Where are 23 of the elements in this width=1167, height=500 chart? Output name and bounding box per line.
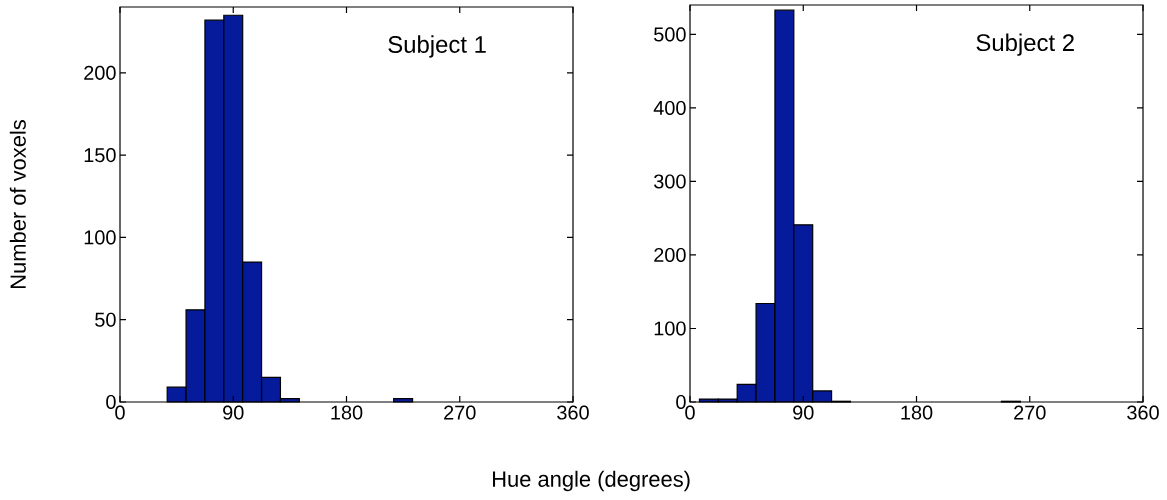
y-tick-label: 0 xyxy=(106,394,116,410)
x-axis-title: Hue angle (degrees) xyxy=(493,470,690,492)
x-tick-label: 90 xyxy=(223,405,244,420)
y-tick-label: 50 xyxy=(95,312,116,327)
annotation: Subject 2 xyxy=(976,33,1074,56)
y-tick-label: 100 xyxy=(84,230,116,245)
y-tick-label: 0 xyxy=(676,394,686,410)
annotation: Subject 1 xyxy=(388,35,486,58)
x-tick-label: 180 xyxy=(901,405,933,420)
y-tick-label: 150 xyxy=(84,148,116,163)
x-tick-label: 270 xyxy=(1014,405,1046,420)
y-tick-label: 300 xyxy=(654,174,686,189)
y-tick-label: 100 xyxy=(654,321,686,336)
y-axis-title: Number of voxels xyxy=(9,120,26,288)
x-tick-label: 180 xyxy=(331,405,363,420)
x-tick-label: 360 xyxy=(1127,405,1159,420)
y-tick-label: 500 xyxy=(654,27,686,42)
x-tick-label: 360 xyxy=(557,405,589,420)
x-tick-label: 270 xyxy=(444,405,476,420)
y-tick-label: 200 xyxy=(654,247,686,263)
x-tick-label: 90 xyxy=(793,405,814,420)
y-tick-label: 400 xyxy=(653,100,686,115)
y-tick-label: 200 xyxy=(84,65,116,80)
